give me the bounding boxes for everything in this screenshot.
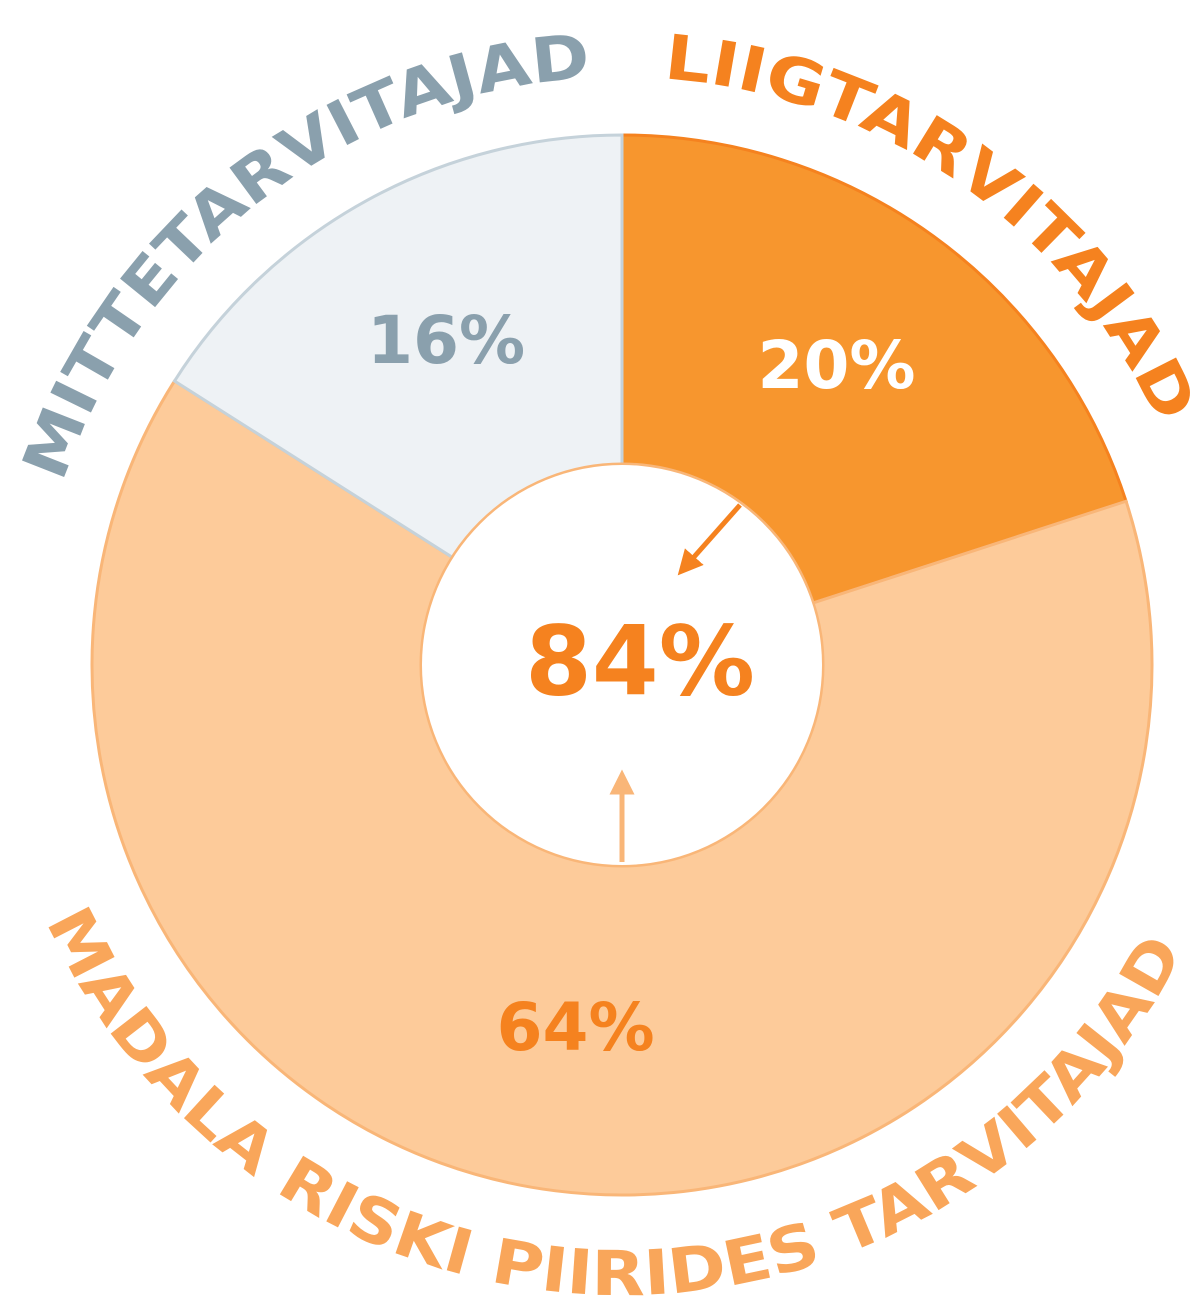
value-label: 16% xyxy=(367,302,525,379)
center-label: 84% xyxy=(525,605,755,717)
value-label: 64% xyxy=(497,989,655,1066)
donut-hole xyxy=(422,465,822,865)
value-label: 20% xyxy=(758,327,916,404)
arrow xyxy=(677,503,742,576)
hole-outline xyxy=(419,462,825,868)
